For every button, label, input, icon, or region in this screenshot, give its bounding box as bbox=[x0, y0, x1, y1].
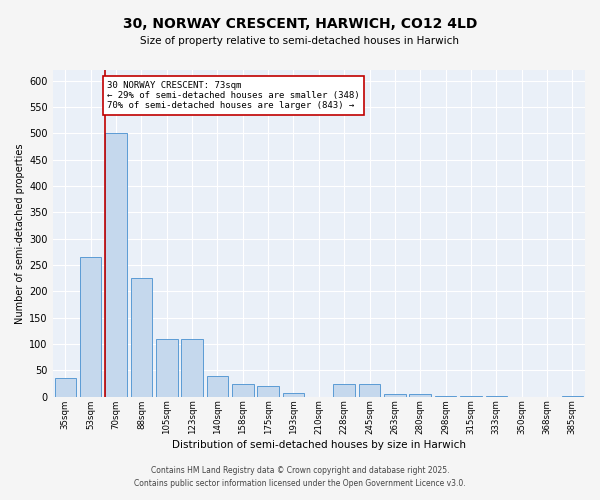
Bar bbox=[485, 396, 507, 397]
Text: Size of property relative to semi-detached houses in Harwich: Size of property relative to semi-detach… bbox=[140, 36, 460, 46]
Bar bbox=[131, 278, 152, 397]
Bar bbox=[435, 396, 457, 397]
Bar bbox=[257, 386, 279, 397]
Text: 30, NORWAY CRESCENT, HARWICH, CO12 4LD: 30, NORWAY CRESCENT, HARWICH, CO12 4LD bbox=[123, 18, 477, 32]
Bar bbox=[384, 394, 406, 397]
Bar bbox=[80, 257, 101, 397]
Bar bbox=[283, 392, 304, 397]
X-axis label: Distribution of semi-detached houses by size in Harwich: Distribution of semi-detached houses by … bbox=[172, 440, 466, 450]
Bar bbox=[105, 133, 127, 397]
Bar bbox=[55, 378, 76, 397]
Bar bbox=[156, 339, 178, 397]
Text: Contains HM Land Registry data © Crown copyright and database right 2025.
Contai: Contains HM Land Registry data © Crown c… bbox=[134, 466, 466, 487]
Bar bbox=[232, 384, 254, 397]
Y-axis label: Number of semi-detached properties: Number of semi-detached properties bbox=[15, 143, 25, 324]
Bar bbox=[359, 384, 380, 397]
Bar bbox=[181, 339, 203, 397]
Bar bbox=[409, 394, 431, 397]
Bar bbox=[460, 396, 482, 397]
Bar bbox=[206, 376, 228, 397]
Text: 30 NORWAY CRESCENT: 73sqm
← 29% of semi-detached houses are smaller (348)
70% of: 30 NORWAY CRESCENT: 73sqm ← 29% of semi-… bbox=[107, 80, 360, 110]
Bar bbox=[562, 396, 583, 397]
Bar bbox=[334, 384, 355, 397]
